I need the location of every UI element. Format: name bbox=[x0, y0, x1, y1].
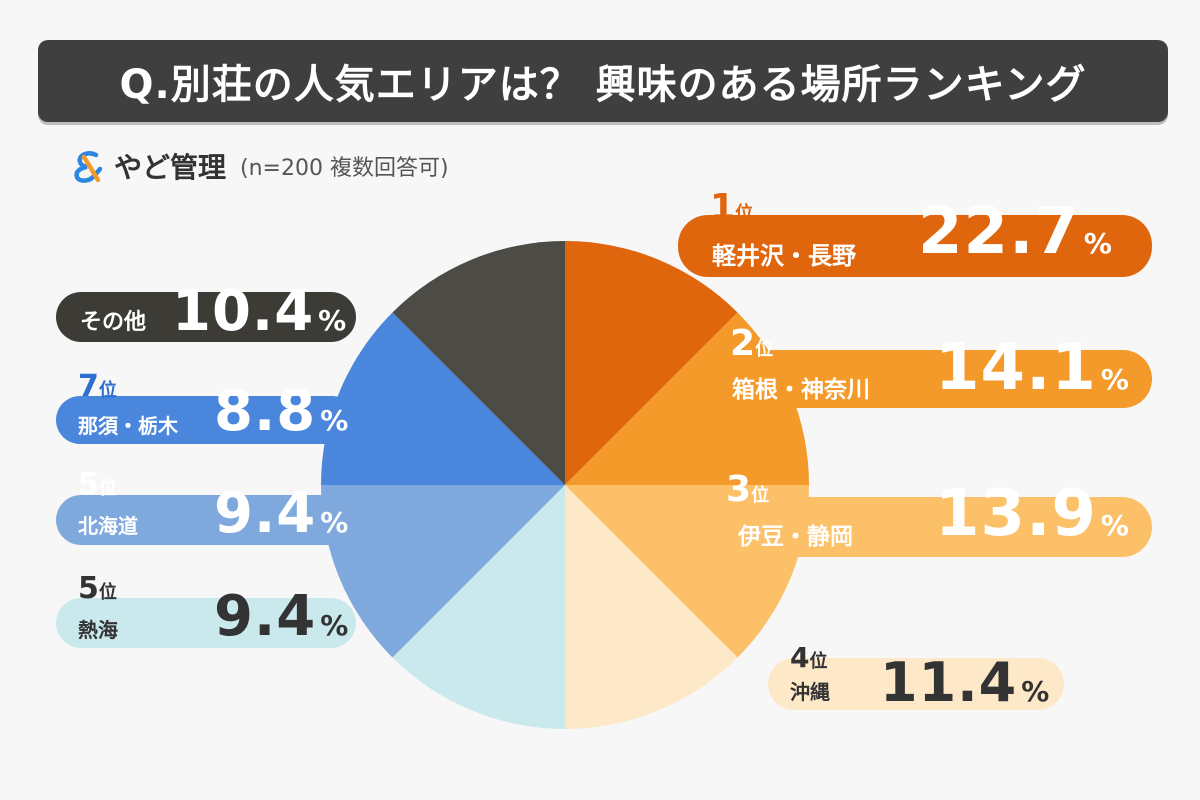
value-hokkaido: 9.4% bbox=[214, 481, 349, 546]
sample-note: (n=200 複数回答可) bbox=[240, 156, 449, 181]
area-name-atami: 熱海 bbox=[78, 618, 118, 642]
rank-badge-5-hokkaido: 5位 bbox=[78, 467, 117, 502]
label-pill-other bbox=[56, 292, 356, 342]
value-3: 13.9% bbox=[935, 477, 1129, 551]
pie-slice-7 bbox=[321, 312, 565, 485]
rank-badge-1: 1位 bbox=[710, 187, 754, 228]
brand-name: やど管理 bbox=[114, 151, 227, 184]
pie-slice-1 bbox=[565, 241, 738, 485]
rank-badge-7: 7位 bbox=[78, 369, 117, 404]
pie-slice-4 bbox=[565, 485, 738, 729]
label-pill-rank2 bbox=[702, 350, 1152, 408]
rank-badge-3: 3位 bbox=[726, 469, 770, 510]
area-name-3: 伊豆・静岡 bbox=[738, 524, 853, 550]
area-name-2: 箱根・神奈川 bbox=[732, 377, 870, 403]
label-pill-rank7 bbox=[56, 396, 356, 444]
label-pill-hokkaido bbox=[56, 495, 356, 545]
area-name-4: 沖縄 bbox=[790, 680, 830, 704]
value-7: 8.8% bbox=[214, 379, 349, 444]
area-name-hokkaido: 北海道 bbox=[78, 514, 138, 538]
label-pill-rank1 bbox=[678, 215, 1152, 277]
pie-slice-6 bbox=[321, 485, 565, 658]
value-1: 22.7% bbox=[918, 195, 1112, 269]
area-name-other: その他 bbox=[80, 310, 147, 335]
value-other: 10.4% bbox=[172, 279, 347, 344]
ampersand-logo-icon bbox=[74, 151, 103, 183]
value-atami: 9.4% bbox=[214, 584, 349, 649]
label-pill-rank3 bbox=[700, 497, 1152, 557]
value-4: 11.4% bbox=[880, 651, 1050, 714]
label-pill-atami bbox=[56, 598, 356, 648]
area-name-1: 軽井沢・長野 bbox=[712, 242, 856, 270]
pie-slice-8 bbox=[392, 241, 565, 485]
brand: やど管理 (n=200 複数回答可) bbox=[70, 146, 449, 186]
label-pill-rank4 bbox=[768, 658, 1064, 710]
area-name-7: 那須・栃木 bbox=[78, 414, 178, 438]
rank-badge-5-atami: 5位 bbox=[78, 571, 117, 606]
pie-slice-5 bbox=[392, 485, 565, 729]
rank-badge-2: 2位 bbox=[730, 323, 774, 364]
value-2: 14.1% bbox=[935, 331, 1129, 405]
chart-title: Q.別荘の人気エリアは？ 興味のある場所ランキング bbox=[38, 40, 1168, 122]
rank-badge-4: 4位 bbox=[790, 641, 828, 674]
